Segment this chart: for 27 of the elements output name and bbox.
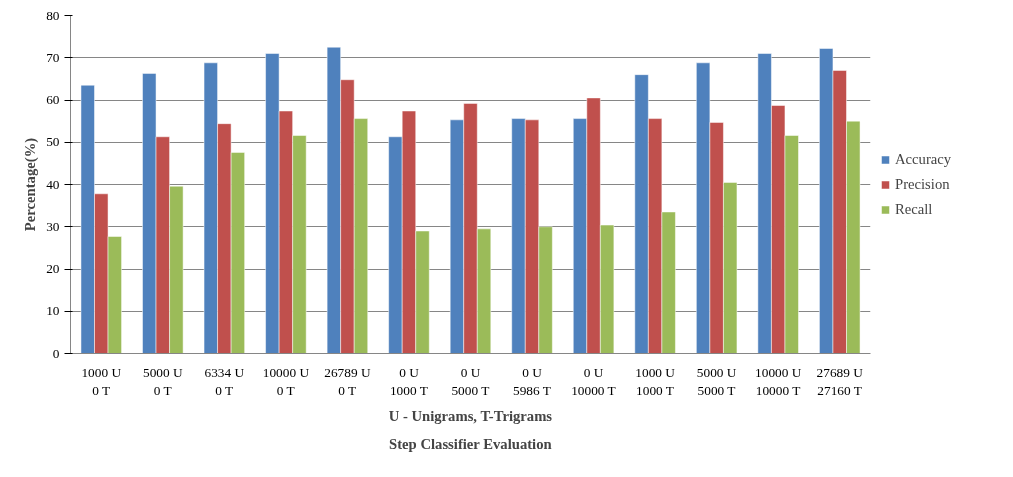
y-tick-label: 10 — [46, 303, 60, 319]
x-tick-label: 0 U 5000 T — [451, 364, 490, 398]
y-tick-label: 40 — [46, 176, 60, 192]
x-tick-label: 0 U 10000 T — [571, 364, 616, 398]
x-tick-label: 5000 U 5000 T — [696, 364, 737, 398]
x-tick-label: 27689 U 27160 T — [816, 364, 864, 398]
y-tick-label: 20 — [46, 261, 60, 276]
legend-label: Recall — [895, 200, 933, 218]
y-tick-label: 30 — [46, 218, 60, 234]
y-tick-label: 80 — [46, 7, 60, 23]
x-tick-label: 1000 U 0 T — [81, 364, 122, 398]
y-tick-label: 50 — [46, 134, 60, 150]
legend-label: Accuracy — [895, 150, 952, 168]
x-tick-label: 6334 U 0 T — [204, 364, 245, 398]
x-axis-title: U - Unigrams, T-Trigrams Step Classifier Evaluation — [388, 407, 553, 452]
x-tick-label: 1000 U 1000 T — [635, 364, 676, 398]
y-tick-label: 0 — [52, 345, 60, 361]
y-tick-label: 70 — [46, 49, 60, 65]
x-tick-label: 0 U 5986 T — [512, 364, 551, 398]
y-axis-title: Percentage(%) — [22, 137, 40, 232]
legend-label: Precision — [895, 175, 950, 193]
x-tick-label: 5000 U 0 T — [143, 364, 183, 398]
x-tick-label: 0 U 1000 T — [389, 364, 428, 398]
x-tick-label: 10000 U 0 T — [262, 364, 310, 398]
y-tick-label: 60 — [46, 92, 60, 107]
x-tick-label: 26789 U 0 T — [324, 364, 371, 398]
x-tick-label: 10000 U 10000 T — [755, 364, 802, 398]
